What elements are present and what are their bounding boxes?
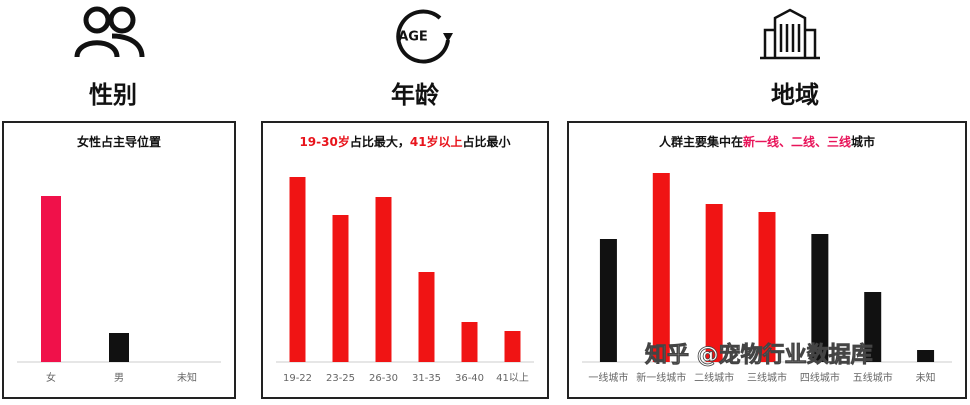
x-tick-label: 未知 [916, 371, 936, 384]
x-tick-label: 未知 [177, 371, 197, 384]
panel-border [261, 121, 549, 399]
x-tick-label: 一线城市 [588, 371, 628, 384]
bar [289, 177, 306, 362]
panel-border [2, 121, 236, 399]
bar [332, 215, 349, 362]
chart-panel: 人群主要集中在新一线、二线、三线城市一线城市 新一线城市 二线城市 三线城市 四线城市五… [567, 121, 967, 399]
x-tick-label: 23-25 [326, 373, 355, 384]
bar [758, 212, 776, 362]
x-tick-label: 26-30 [369, 373, 398, 384]
age-icon: AGE [396, 9, 453, 64]
bar [504, 331, 521, 362]
bar [864, 292, 882, 362]
bar [652, 173, 670, 362]
bar [811, 234, 829, 362]
region-icon [760, 8, 820, 60]
bar [41, 196, 61, 362]
x-tick-label: 41以上 [496, 372, 529, 384]
bar [375, 197, 392, 362]
title-part: 人群主要集中在 [659, 134, 743, 149]
title-part: 城市 [851, 134, 875, 149]
title-part: 新一线、二线、三线 [743, 134, 851, 149]
bar [917, 350, 935, 362]
watermark: 知乎 @宠物行业数据库 [645, 342, 873, 368]
chart-panel: 19-30岁占比最大，41岁以上占比最小 19-22 23-25 26-30 31-35… [261, 121, 549, 399]
chart-title: 女性占主导位置 [77, 134, 161, 149]
x-tick-label: 二线城市 [694, 371, 734, 384]
x-tick-label: 三线城市 [747, 371, 787, 384]
x-tick-label: 新一线城市 [636, 371, 686, 384]
header-label: 地域 [771, 81, 819, 109]
panel-border [567, 121, 967, 399]
x-tick-label: 19-22 [283, 373, 312, 384]
x-tick-label: 五线城市 [853, 371, 893, 384]
x-tick-label: 31-35 [412, 373, 441, 384]
bar [705, 204, 723, 362]
title-part: 19-30岁 [299, 134, 349, 149]
bar [461, 322, 478, 362]
title-part: 41岁以上 [410, 134, 463, 149]
x-tick-label: 男 [114, 372, 124, 384]
header-label: 年龄 [391, 81, 440, 109]
title-part: 占比最小 [463, 134, 511, 149]
chart-title: 人群主要集中在新一线、二线、三线城市 [659, 134, 875, 149]
age-icon-text: AGE [398, 30, 428, 45]
bar [599, 239, 617, 362]
chart-title: 19-30岁占比最大，41岁以上占比最小 [299, 134, 510, 149]
gender-icon [74, 6, 145, 58]
bar [418, 272, 435, 362]
bar [109, 333, 129, 362]
x-tick-label: 女 [46, 371, 56, 384]
x-tick-label: 36-40 [455, 373, 484, 384]
title-part: 女性占主导位置 [77, 134, 161, 149]
header-label: 性别 [89, 81, 137, 109]
title-part: 占比最大， [350, 134, 410, 149]
x-tick-label: 四线城市 [800, 371, 840, 384]
